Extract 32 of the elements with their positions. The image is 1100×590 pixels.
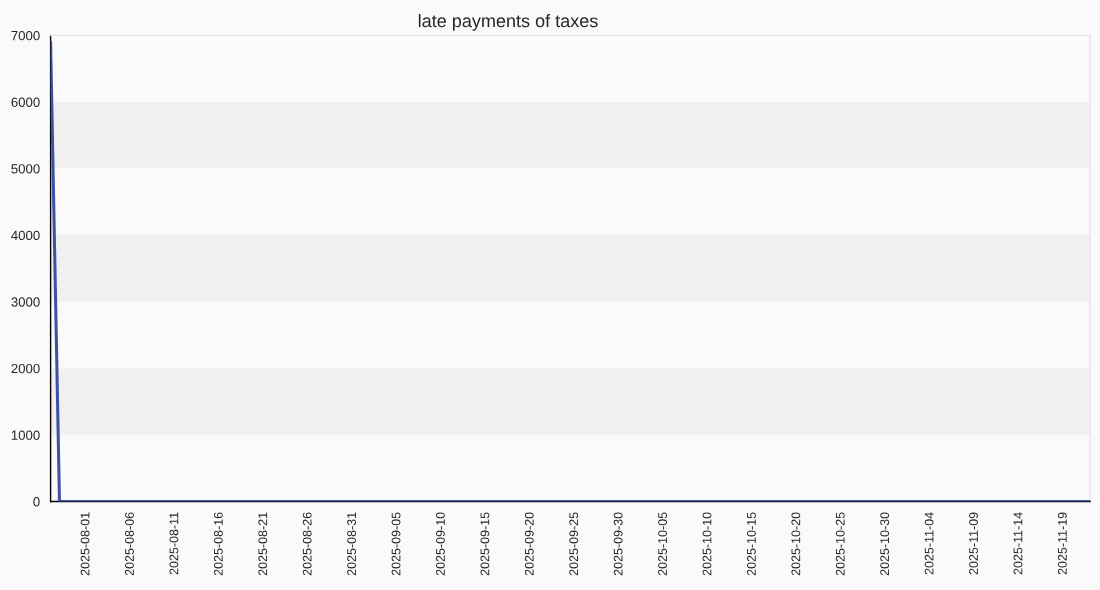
x-tick-label: 2025-10-05: [658, 512, 667, 576]
x-tick-label: 2025-11-19: [1057, 512, 1067, 575]
x-tick-label: 2025-09-15: [480, 512, 490, 576]
y-tick-label: 3000: [11, 297, 40, 307]
x-tick-label: 2025-10-15: [746, 512, 756, 576]
y-tick-label: 0: [33, 497, 40, 507]
x-tick-label: 2025-08-21: [258, 512, 268, 576]
x-tick-label: 2025-09-30: [613, 512, 623, 576]
x-tick-label: 2025-11-09: [969, 512, 978, 575]
x-tick-label: 2025-11-04: [924, 512, 934, 575]
x-tick-label: 2025-08-06: [125, 512, 134, 576]
y-tick-label: 2000: [11, 363, 40, 374]
x-tick-label: 2025-10-10: [702, 512, 712, 576]
x-tick-label: 2025-10-20: [791, 512, 801, 576]
x-tick-label: 2025-09-05: [391, 512, 401, 576]
y-tick-label: 6000: [11, 97, 40, 107]
x-tick-label: 2025-09-25: [569, 512, 579, 576]
y-tick-label: 7000: [11, 30, 40, 41]
x-tick-label: 2025-09-20: [524, 512, 534, 576]
x-tick-label: 2025-11-14: [1013, 512, 1023, 575]
x-tick-label: 2025-08-01: [80, 512, 90, 576]
x-tick-label: 2025-08-26: [302, 512, 312, 576]
x-tick-label: 2025-10-25: [835, 512, 845, 576]
y-tick-label: 4000: [11, 230, 40, 241]
x-tick-label: 2025-09-10: [436, 512, 445, 576]
chart-title: late payments of taxes: [418, 13, 598, 31]
x-tick-label: 2025-08-31: [347, 512, 357, 576]
y-tick-label: 1000: [11, 430, 40, 440]
y-tick-label: 5000: [11, 164, 40, 174]
x-tick-label: 2025-08-16: [213, 512, 223, 576]
x-tick-label: 2025-10-30: [880, 512, 890, 576]
x-tick-label: 2025-08-11: [169, 512, 179, 575]
